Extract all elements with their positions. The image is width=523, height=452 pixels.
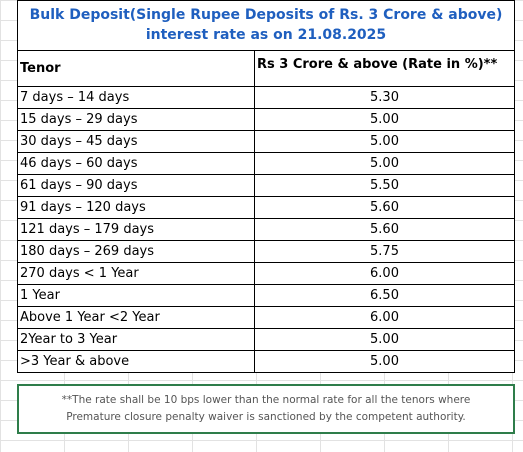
interest-rate-table: Tenor Rs 3 Crore & above (Rate in %)** 7… (17, 50, 515, 373)
title-line-2: interest rate as on 21.08.2025 (145, 27, 387, 43)
rate-cell: 5.00 (254, 152, 515, 175)
rate-cell: 6.00 (254, 306, 515, 329)
tenor-cell: 270 days < 1 Year (17, 262, 255, 285)
tenor-cell: 1 Year (17, 284, 255, 307)
rate-cell: 5.00 (254, 108, 515, 131)
tenor-cell: 7 days – 14 days (17, 86, 255, 109)
tenor-cell: 15 days – 29 days (17, 108, 255, 131)
tenor-cell: 61 days – 90 days (17, 174, 255, 197)
table-row: >3 Year & above 5.00 (17, 350, 515, 373)
rate-cell: 6.00 (254, 262, 515, 285)
header-tenor: Tenor (17, 50, 255, 87)
tenor-cell: >3 Year & above (17, 350, 255, 373)
table-row: 46 days – 60 days 5.00 (17, 152, 515, 175)
rate-cell: 5.00 (254, 328, 515, 351)
rate-cell: 5.30 (254, 86, 515, 109)
table-row: 270 days < 1 Year 6.00 (17, 262, 515, 285)
table-row: 61 days – 90 days 5.50 (17, 174, 515, 197)
rate-cell: 5.00 (254, 350, 515, 373)
rate-cell: 6.50 (254, 284, 515, 307)
footnote-line-1: **The rate shall be 10 bps lower than th… (61, 394, 471, 406)
footnote-line-2: Premature closure penalty waiver is sanc… (66, 411, 466, 423)
table-row: 1 Year 6.50 (17, 284, 515, 307)
tenor-cell: 91 days – 120 days (17, 196, 255, 219)
header-rate: Rs 3 Crore & above (Rate in %)** (254, 50, 515, 87)
table-row: Above 1 Year <2 Year 6.00 (17, 306, 515, 329)
table-row: 91 days – 120 days 5.60 (17, 196, 515, 219)
title-line-1: Bulk Deposit(Single Rupee Deposits of Rs… (29, 7, 503, 23)
rate-cell: 5.00 (254, 130, 515, 153)
tenor-cell: 121 days – 179 days (17, 218, 255, 241)
rate-cell: 5.75 (254, 240, 515, 263)
rate-cell: 5.60 (254, 196, 515, 219)
table-row: 121 days – 179 days 5.60 (17, 218, 515, 241)
rate-cell: 5.60 (254, 218, 515, 241)
footnote-box: **The rate shall be 10 bps lower than th… (17, 384, 515, 434)
rate-cell: 5.50 (254, 174, 515, 197)
tenor-cell: 180 days – 269 days (17, 240, 255, 263)
tenor-cell: 2Year to 3 Year (17, 328, 255, 351)
table-title: Bulk Deposit(Single Rupee Deposits of Rs… (17, 0, 515, 50)
tenor-cell: 46 days – 60 days (17, 152, 255, 175)
table-row: 180 days – 269 days 5.75 (17, 240, 515, 263)
table-row: 15 days – 29 days 5.00 (17, 108, 515, 131)
tenor-cell: 30 days – 45 days (17, 130, 255, 153)
table-header-row: Tenor Rs 3 Crore & above (Rate in %)** (17, 50, 515, 87)
tenor-cell: Above 1 Year <2 Year (17, 306, 255, 329)
table-row: 2Year to 3 Year 5.00 (17, 328, 515, 351)
table-row: 7 days – 14 days 5.30 (17, 86, 515, 109)
table-row: 30 days – 45 days 5.00 (17, 130, 515, 153)
